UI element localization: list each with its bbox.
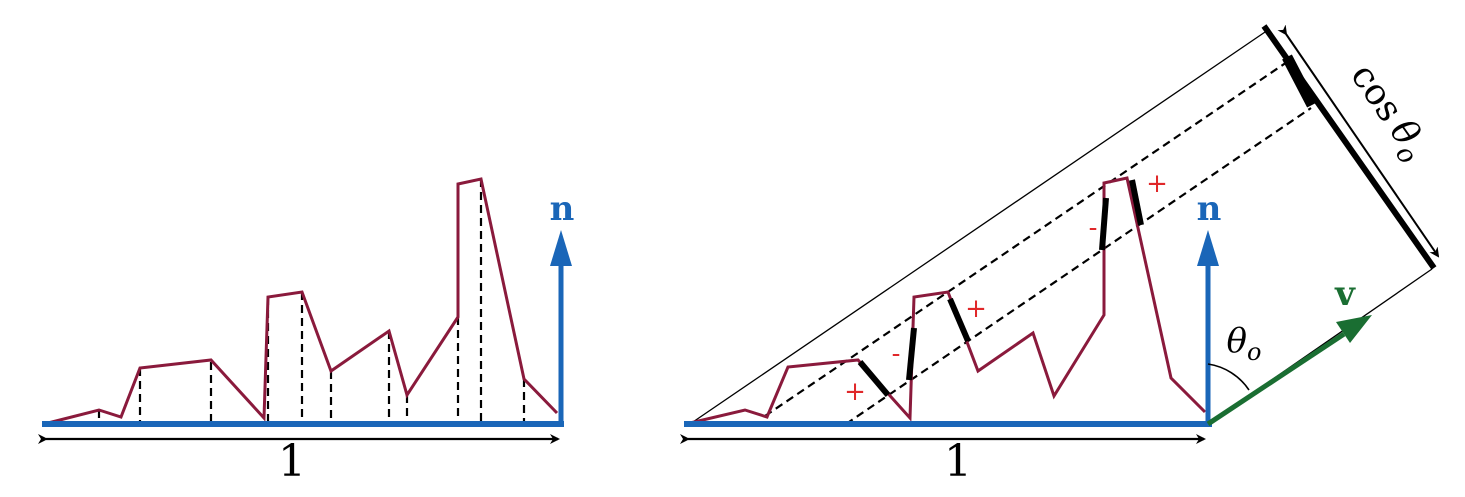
right-normal-arrowhead	[1197, 230, 1219, 266]
projection-upper-edge	[689, 29, 1269, 425]
left-microsurface-profile	[47, 177, 559, 425]
view-direction-arrowhead	[1336, 315, 1372, 343]
angle-arc	[1207, 363, 1250, 391]
left-normal-label: n	[550, 189, 575, 229]
right-panel: cosθo + - + - + n v θo 1	[680, 24, 1440, 487]
projected-facet-segments	[857, 179, 1144, 397]
sign-minus-1: -	[892, 339, 901, 369]
left-normal-arrowhead	[550, 230, 572, 266]
facet-visibility-signs: + - + - +	[844, 169, 1168, 407]
right-length-label: 1	[944, 436, 972, 487]
right-normal-label: n	[1197, 189, 1222, 229]
sign-plus-2: +	[965, 294, 987, 324]
sign-minus-2: -	[1089, 213, 1098, 243]
view-direction-arrow	[1206, 331, 1346, 427]
cos-theta-length-arrow	[1277, 24, 1440, 258]
angle-label: θo	[1227, 321, 1262, 366]
sign-plus-3: +	[1146, 169, 1168, 199]
left-projection-lines	[97, 179, 526, 424]
left-length-label: 1	[278, 436, 306, 487]
projected-area-notch	[1282, 54, 1317, 108]
right-projection-rays	[764, 59, 1312, 425]
sign-plus-1: +	[844, 377, 866, 407]
left-panel: n 1	[38, 177, 575, 487]
view-label: v	[1334, 274, 1356, 314]
